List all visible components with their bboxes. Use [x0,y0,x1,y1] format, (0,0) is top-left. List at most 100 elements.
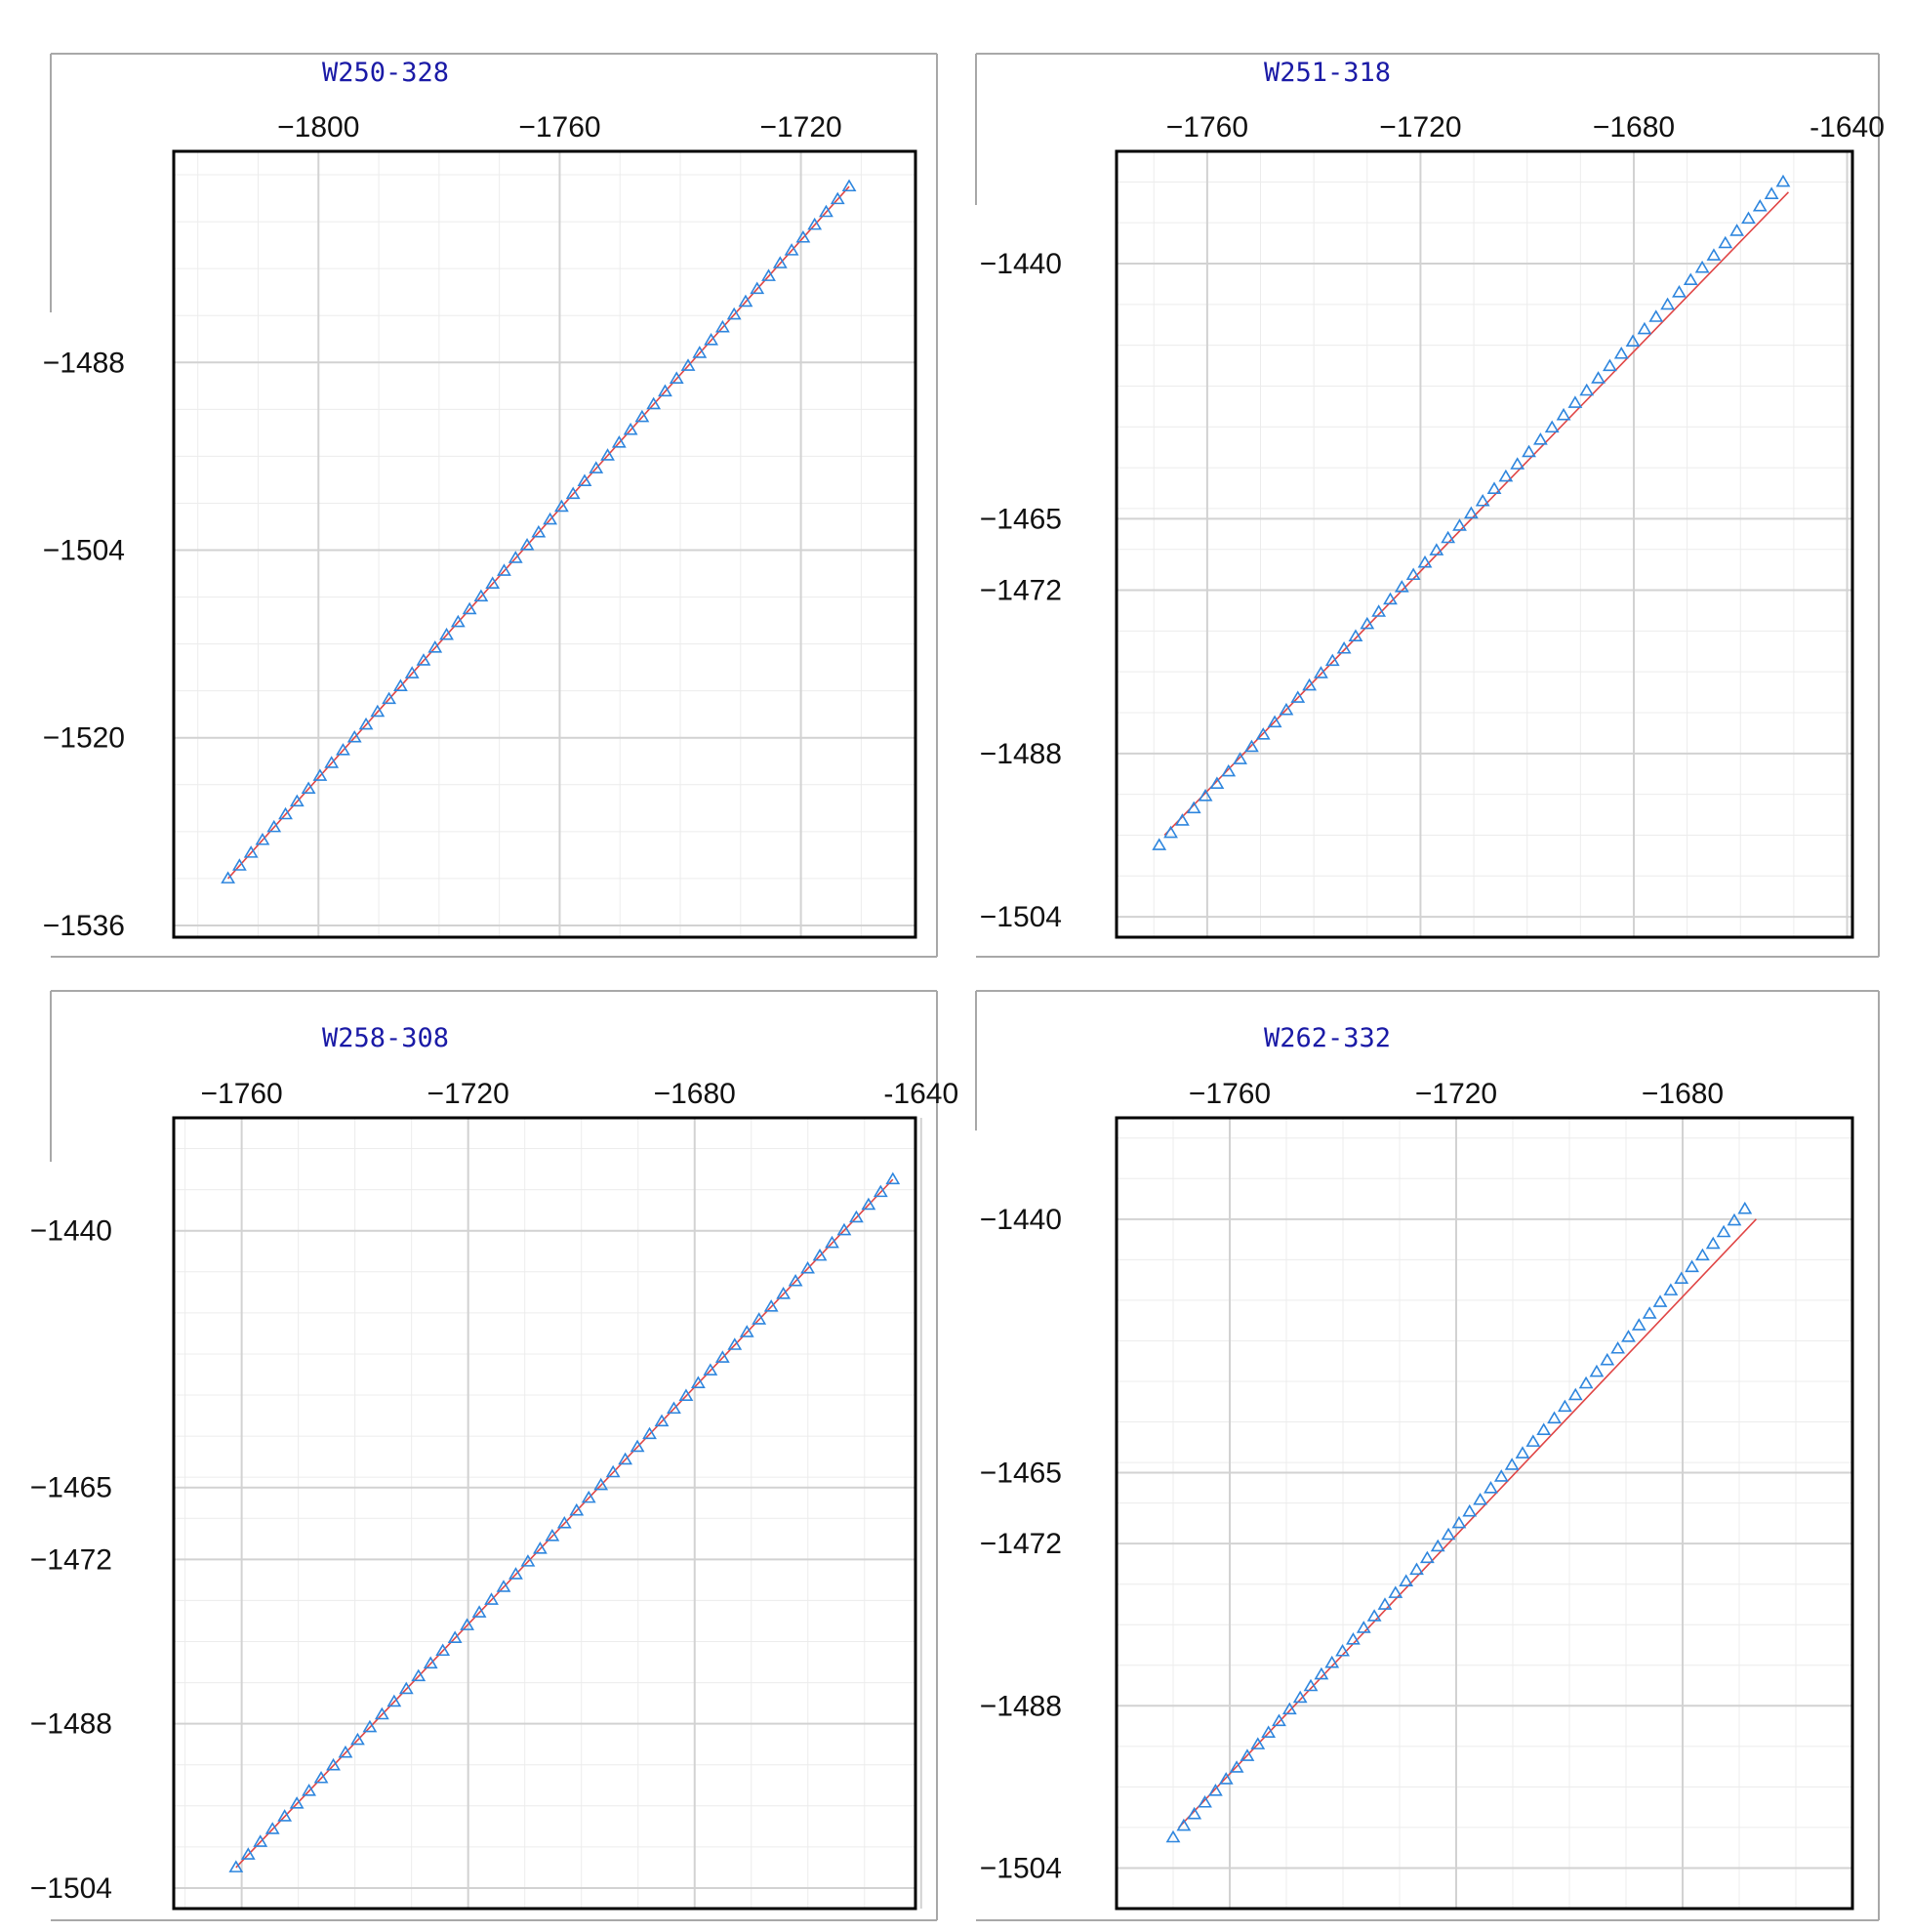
data-point [1685,1259,1699,1273]
data-point [1336,640,1352,654]
data-point [1356,1621,1371,1633]
data-point [1198,1794,1212,1808]
data-point [1163,825,1178,839]
data-point [1683,272,1698,286]
y-tick-label: −1465 [980,1457,1062,1489]
data-point [277,1809,293,1822]
data-point [600,448,615,461]
data-point [520,1554,536,1567]
data-point [289,794,305,807]
data-point [581,1490,596,1503]
data-point [324,756,340,768]
data-point [1602,358,1617,372]
data-point [739,1325,754,1337]
data-point [680,358,696,371]
data-point [618,1452,633,1465]
x-tick-label: −1680 [1642,1078,1724,1110]
data-point [338,1745,353,1758]
data-point [1752,198,1768,212]
x-tick-label: -1640 [883,1078,958,1110]
data-point [1741,211,1756,225]
chart-title: W250-328 [322,58,449,88]
data-point [885,1172,901,1185]
data-point [1174,813,1190,826]
data-point [253,1834,268,1847]
data-point [1663,1283,1679,1295]
data-point [1292,1690,1308,1704]
data-point [484,1592,499,1605]
data-point [830,191,845,205]
data-point [519,538,535,551]
data-point [460,1618,475,1630]
data-point [849,1210,864,1223]
data-point [1660,297,1675,310]
fit-line [227,185,850,880]
data-point [1176,1818,1192,1831]
data-point [302,1784,316,1796]
data-point [752,1312,767,1325]
data-point [1314,666,1328,678]
data-point [1279,702,1294,716]
data-point [1303,1678,1319,1692]
data-point [1674,1271,1689,1284]
y-tick-label: −1488 [980,738,1062,770]
data-point [228,1860,244,1872]
data-point [556,1515,572,1529]
data-point [1591,371,1606,384]
data-point [1567,395,1583,408]
y-tick-label: −1440 [980,248,1062,280]
data-point [1764,186,1779,199]
data-point [1694,260,1710,273]
data-point [704,332,719,346]
data-point [1267,715,1282,728]
data-point [726,307,742,320]
data-point [1652,1295,1668,1307]
data-point [1218,1772,1234,1785]
data-point [788,1273,803,1287]
data-point [772,256,788,268]
data-point [1737,1201,1753,1214]
data-point [1451,1515,1467,1529]
data-point [358,717,374,730]
data-point [1473,1492,1487,1505]
data-point [1556,407,1571,421]
x-tick-label: −1760 [1189,1078,1271,1110]
data-point [654,1414,670,1427]
y-tick-label: −1465 [30,1472,112,1504]
data-point [1419,1550,1435,1564]
data-point [1637,321,1652,335]
data-point [565,486,581,500]
chart-panel-2: −1760 −1720 −1680 -1640 −1440 −1465 −1472 −1488… [975,53,1885,958]
data-point [1399,1574,1414,1586]
data-point [350,1732,365,1746]
data-point [1405,567,1421,581]
data-point [447,1630,463,1643]
data-point [1250,1737,1266,1749]
data-point [1244,739,1259,753]
data-point [630,1439,645,1453]
data-point [416,653,431,666]
data-point [545,1528,560,1541]
fit-line [1163,191,1790,837]
data-point [1417,555,1433,568]
data-point [1229,1760,1244,1773]
data-point [1578,1376,1594,1389]
y-tick-label: −1504 [43,535,125,567]
data-point [1430,1539,1445,1552]
data-point [714,319,730,333]
y-tick-label: −1488 [30,1708,112,1741]
data-point [1383,592,1398,605]
data-point [861,1197,876,1211]
x-tick-label: −1720 [759,111,841,144]
data-point [1515,1446,1530,1459]
data-point [1463,506,1479,519]
data-point [1631,1318,1647,1331]
data-point [1240,1748,1255,1761]
data-point [473,589,489,602]
data-point [1388,1585,1403,1598]
data-point [1186,801,1201,814]
x-tick-label: −1680 [1593,111,1675,144]
data-point [497,563,511,576]
data-point [836,1222,852,1236]
data-point [667,1401,681,1415]
